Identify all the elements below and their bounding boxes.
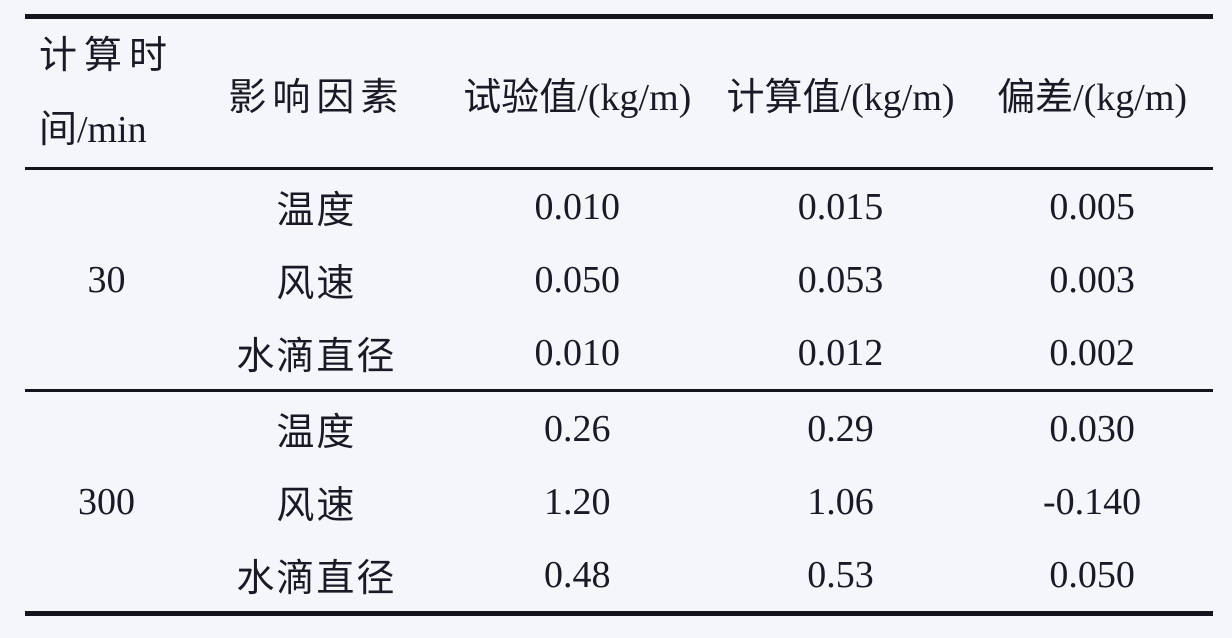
factor-cell: 风速 [276, 485, 357, 527]
header-calc-value: 计算值/(kg/m) [726, 76, 955, 119]
header-time-line1: 计算时 [39, 35, 175, 77]
test-value-cell: 1.20 [544, 480, 611, 523]
factor-cell: 温度 [276, 412, 357, 454]
deviation-cell: 0.003 [1049, 258, 1135, 301]
header-row: 计算时 间/min 影响因素 试验值/(kg/m) 计算值/(kg/m) 偏差/… [25, 17, 1213, 169]
calc-value-cell: 0.012 [797, 331, 884, 374]
test-value-cell: 0.010 [534, 185, 621, 228]
table-row: 水滴直径 0.48 0.53 0.050 [25, 538, 1213, 614]
test-value-cell: 0.48 [544, 553, 611, 596]
factor-cell: 风速 [276, 263, 357, 305]
header-test-value: 试验值/(kg/m) [463, 76, 692, 119]
calc-value-cell: 0.053 [797, 258, 884, 301]
test-value-cell: 0.050 [534, 258, 621, 301]
calc-value-cell: 0.015 [797, 185, 884, 228]
table-row: 风速 0.050 0.053 0.003 [25, 243, 1213, 316]
calc-value-cell: 0.53 [807, 553, 874, 596]
test-value-cell: 0.26 [544, 407, 611, 450]
time-cell: 30 [87, 258, 126, 301]
deviation-cell: 0.002 [1049, 331, 1135, 374]
calc-value-cell: 1.06 [807, 480, 874, 523]
table-row: 30 温度 0.010 0.015 0.005 [25, 169, 1213, 301]
time-group-30: 30 温度 0.010 0.015 0.005 风速 0.050 0.053 0… [25, 169, 1213, 391]
table-row: 300 温度 0.26 0.29 0.030 [25, 391, 1213, 523]
deviation-cell: -0.140 [1043, 480, 1142, 523]
table-header: 计算时 间/min 影响因素 试验值/(kg/m) 计算值/(kg/m) 偏差/… [25, 17, 1213, 169]
header-factor: 影响因素 [228, 76, 405, 119]
paper-table-container: 计算时 间/min 影响因素 试验值/(kg/m) 计算值/(kg/m) 偏差/… [25, 14, 1213, 616]
deviation-cell: 0.030 [1049, 407, 1135, 450]
calc-value-cell: 0.29 [807, 407, 874, 450]
test-value-cell: 0.010 [534, 331, 621, 374]
factor-cell: 水滴直径 [236, 336, 397, 378]
table-row: 水滴直径 0.010 0.012 0.002 [25, 316, 1213, 391]
time-cell: 300 [77, 480, 135, 523]
factor-cell: 温度 [276, 190, 357, 232]
time-group-300: 300 温度 0.26 0.29 0.030 风速 1.20 1.06 -0.1… [25, 391, 1213, 614]
factor-cell: 水滴直径 [236, 558, 397, 600]
table-row: 风速 1.20 1.06 -0.140 [25, 465, 1213, 538]
deviation-cell: 0.050 [1049, 553, 1135, 596]
results-table: 计算时 间/min 影响因素 试验值/(kg/m) 计算值/(kg/m) 偏差/… [25, 14, 1213, 616]
header-deviation: 偏差/(kg/m) [997, 76, 1188, 119]
deviation-cell: 0.005 [1049, 185, 1135, 228]
header-time-line2: 间/min [39, 109, 147, 151]
header-time: 计算时 间/min [25, 17, 188, 169]
